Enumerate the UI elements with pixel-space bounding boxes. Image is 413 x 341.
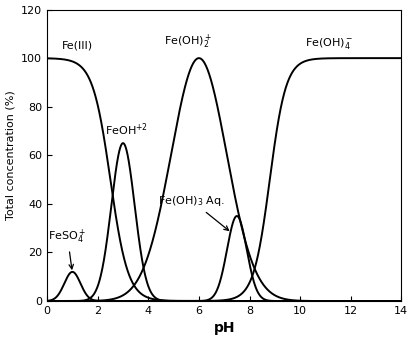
Text: FeSO$_4^+$: FeSO$_4^+$ [48,228,86,269]
Text: Fe(OH)$_4^-$: Fe(OH)$_4^-$ [304,36,353,51]
Y-axis label: Total concentration (%): Total concentration (%) [5,90,16,220]
X-axis label: pH: pH [213,322,235,336]
Text: Fe(OH)$_3$ Aq.: Fe(OH)$_3$ Aq. [158,194,228,231]
Text: Fe(OH)$_2^+$: Fe(OH)$_2^+$ [163,32,211,51]
Text: FeOH$^{+2}$: FeOH$^{+2}$ [105,122,148,138]
Text: Fe(III): Fe(III) [62,41,93,51]
